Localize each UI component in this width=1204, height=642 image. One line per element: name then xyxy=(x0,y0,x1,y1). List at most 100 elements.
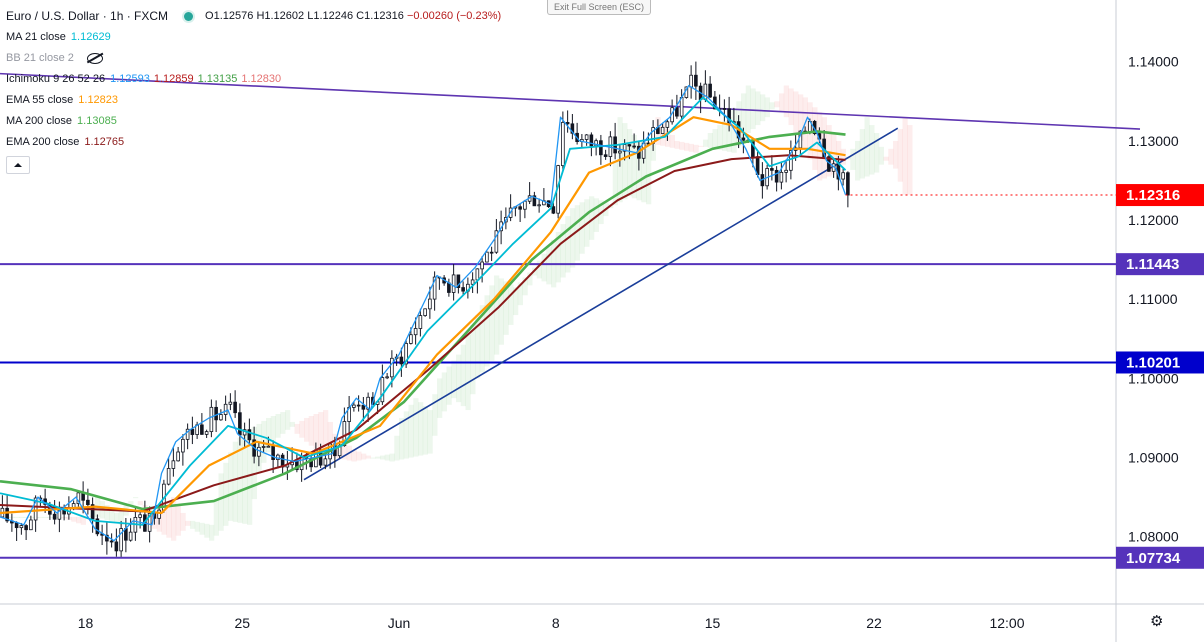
cloud-segment xyxy=(451,360,457,399)
indicator-row[interactable]: EMA 200 close 1.12765 xyxy=(6,132,501,153)
indicator-value: 1.12830 xyxy=(241,73,282,85)
candle-body xyxy=(399,356,404,365)
cloud-segment xyxy=(356,451,362,461)
y-tick-label: 1.10000 xyxy=(1128,370,1179,386)
cloud-segment xyxy=(712,129,718,149)
cloud-segment xyxy=(693,144,699,153)
cloud-segment xyxy=(361,453,367,460)
cloud-segment xyxy=(907,125,913,195)
cloud-segment xyxy=(289,421,295,427)
cloud-segment xyxy=(494,275,500,355)
cloud-segment xyxy=(874,132,880,173)
cloud-segment xyxy=(427,410,433,454)
candle-body xyxy=(846,172,850,196)
ma21-line xyxy=(0,96,847,526)
indicator-name: EMA 200 close xyxy=(6,136,80,148)
gear-icon[interactable]: ⚙ xyxy=(1150,613,1164,630)
candle-body xyxy=(361,404,366,410)
candle-body xyxy=(665,121,670,128)
cloud-segment xyxy=(109,509,115,522)
cloud-segment xyxy=(536,260,542,279)
current-price-label: 1.12316 xyxy=(1126,187,1180,204)
candle-body xyxy=(228,401,233,405)
cloud-segment xyxy=(755,91,761,126)
cloud-segment xyxy=(574,205,580,261)
cloud-segment xyxy=(684,142,690,151)
indicator-row[interactable]: MA 200 close 1.13085 xyxy=(6,111,501,132)
y-tick-label: 1.09000 xyxy=(1128,450,1179,466)
candle-body xyxy=(247,429,252,441)
cloud-segment xyxy=(104,505,110,521)
cloud-segment xyxy=(294,423,300,434)
level-price-label: 1.07734 xyxy=(1126,550,1181,567)
y-tick-label: 1.11000 xyxy=(1128,291,1178,307)
open-value: O1.12576 xyxy=(205,10,254,22)
cloud-segment xyxy=(593,198,599,232)
candle-body xyxy=(109,540,114,543)
level-price-tag xyxy=(1116,351,1204,374)
candle-body xyxy=(523,200,527,210)
candle-body xyxy=(266,445,271,448)
cloud-segment xyxy=(185,520,191,526)
candle-body xyxy=(95,518,100,535)
cloud-segment xyxy=(38,516,44,518)
indicator-row[interactable]: EMA 55 close 1.12823 xyxy=(6,90,501,111)
cloud-segment xyxy=(437,378,443,418)
candle-body xyxy=(342,421,347,447)
cloud-segment xyxy=(180,512,186,531)
cloud-segment xyxy=(741,93,747,140)
candle-body xyxy=(185,428,190,440)
y-tick-label: 1.12000 xyxy=(1128,212,1179,228)
ichimoku-cloud xyxy=(0,85,913,541)
resistance-trendline xyxy=(0,72,1141,130)
candle-body xyxy=(537,204,541,207)
candle-body xyxy=(774,169,779,183)
candle-body xyxy=(200,424,204,435)
cloud-segment xyxy=(902,117,908,195)
candle-body xyxy=(694,74,698,87)
cloud-segment xyxy=(479,305,485,373)
cloud-segment xyxy=(679,141,685,150)
indicator-row[interactable]: Ichimoku 9 26 52 26 1.12593 1.12859 1.13135… xyxy=(6,69,501,90)
symbol-title[interactable]: Euro / U.S. Dollar · 1h · FXCM xyxy=(6,9,169,23)
cloud-segment xyxy=(171,497,177,541)
candle-body xyxy=(409,334,413,344)
candle-body xyxy=(128,531,133,541)
cloud-segment xyxy=(313,414,319,450)
cloud-segment xyxy=(465,334,471,411)
candle-body xyxy=(584,134,589,140)
cloud-segment xyxy=(199,522,205,535)
cloud-segment xyxy=(541,253,547,282)
candle-body xyxy=(190,428,195,435)
x-tick-label: Jun xyxy=(388,615,411,631)
tenkan-line xyxy=(0,84,847,542)
cloud-segment xyxy=(589,196,595,240)
level-price-tag xyxy=(1116,253,1204,276)
x-tick-label: 18 xyxy=(78,615,94,631)
candle-body xyxy=(461,287,465,292)
cloud-segment xyxy=(403,411,409,459)
indicator-row[interactable]: MA 21 close 1.12629 xyxy=(6,27,501,48)
candle-body xyxy=(532,195,537,207)
cloud-segment xyxy=(42,516,48,518)
high-value: H1.12602 xyxy=(256,10,305,22)
change-value: −0.00260 (−0.23%) xyxy=(406,10,502,22)
cloud-segment xyxy=(698,145,704,147)
collapse-legend-button[interactable] xyxy=(6,156,30,174)
exit-fullscreen-button[interactable]: Exit Full Screen (ESC) xyxy=(547,0,652,15)
cloud-segment xyxy=(242,433,248,524)
level-price-label: 1.10201 xyxy=(1126,354,1180,371)
candle-body xyxy=(618,150,622,154)
candle-body xyxy=(480,261,484,270)
cloud-segment xyxy=(840,148,846,165)
cloud-segment xyxy=(128,501,134,507)
cloud-segment xyxy=(237,437,243,523)
candle-body xyxy=(214,406,218,421)
cloud-segment xyxy=(769,102,775,110)
hidden-eye-icon[interactable] xyxy=(86,53,103,64)
candle-body xyxy=(14,522,19,529)
indicator-row[interactable]: BB 21 close 2 xyxy=(6,48,501,69)
cloud-segment xyxy=(641,141,647,203)
